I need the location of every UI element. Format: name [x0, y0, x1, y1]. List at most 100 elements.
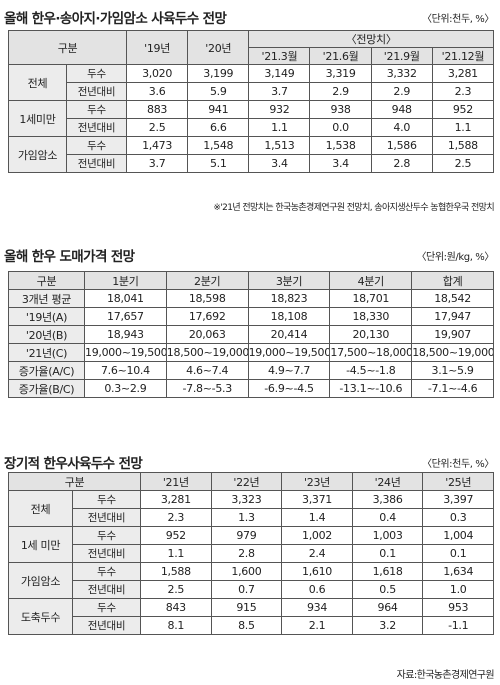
- data-cell: 2.3: [140, 508, 212, 527]
- data-cell: 953: [422, 598, 494, 617]
- table-row: 1세미만 두수 883 941 932 938 948 952: [8, 100, 495, 137]
- row-sublabel: 두수: [71, 562, 142, 581]
- row-sublabel: 전년대비: [71, 544, 142, 563]
- data-cell: 1,634: [422, 562, 494, 581]
- header-quarter: 1분기: [84, 271, 167, 290]
- data-cell: 1,003: [351, 526, 424, 545]
- data-cell: 7.6~10.4: [84, 361, 167, 380]
- table-row: 전년대비 8.1 8.5 2.1 3.2 -1.1: [9, 616, 494, 635]
- row-label: 증가율(B/C): [8, 379, 85, 398]
- data-cell: 18,500~19,000: [411, 343, 494, 362]
- data-cell: 3,323: [210, 490, 283, 509]
- data-cell: 3,281: [431, 64, 495, 83]
- data-cell: 6.6: [187, 118, 250, 137]
- herd-forecast-note: ※'21년 전망치는 한국농촌경제연구원 전망치, 송아지생산두수 농협한우국 …: [213, 203, 494, 213]
- section-wholesale-price: 올해 한우 도매가격 전망 〈단위:원/kg, %〉 구분 1분기 2분기 3분…: [0, 238, 500, 438]
- data-cell: 952: [140, 526, 212, 545]
- data-cell: 5.9: [187, 82, 250, 101]
- row-category: 전체: [8, 490, 73, 527]
- data-cell: 3.4: [309, 154, 372, 173]
- header-year: '24년: [351, 472, 424, 491]
- data-cell: 18,500~19,000: [165, 343, 249, 362]
- data-cell: 3.7: [126, 154, 189, 173]
- table-row: '19년(A) 17,657 17,692 18,108 18,330 17,947: [8, 307, 494, 326]
- table-row: '21년(C) 19,000~19,500 18,500~19,000 19,000~…: [8, 343, 494, 362]
- data-cell: 0.0: [309, 118, 372, 137]
- row-category: 도축두수: [8, 598, 73, 635]
- table-row: '20년(B) 18,943 20,063 20,414 20,130 19,907: [8, 325, 494, 344]
- data-cell: 2.8: [210, 544, 283, 563]
- data-cell: 1,600: [210, 562, 283, 581]
- table-row: 가임암소 두수 1,473 1,548 1,513 1,538 1,586 1,588: [8, 136, 495, 173]
- data-cell: 18,108: [247, 307, 331, 326]
- data-cell: 1,538: [309, 136, 372, 155]
- data-cell: 2.9: [309, 82, 372, 101]
- table-row: 3개년 평균 18,041 18,598 18,823 18,701 18,542: [8, 289, 494, 308]
- data-cell: 20,063: [165, 325, 249, 344]
- data-cell: 3.6: [126, 82, 189, 101]
- data-cell: 979: [210, 526, 283, 545]
- table-row: 전체 두수 3,281 3,323 3,371 3,386 3,397: [8, 490, 494, 527]
- row-sublabel: 두수: [71, 598, 142, 617]
- data-cell: 948: [370, 100, 433, 119]
- table-header-row: 구분 '21년 '22년 '23년 '24년 '25년: [7, 472, 494, 491]
- data-cell: 0.5: [351, 580, 424, 599]
- wholesale-price-table: 구분 1분기 2분기 3분기 4분기 합계 3개년 평균 18,041 18,598…: [8, 271, 494, 398]
- data-cell: 8.1: [140, 616, 212, 635]
- data-cell: 19,907: [411, 325, 494, 344]
- row-sublabel: 전년대비: [65, 154, 128, 173]
- header-group: 구분: [8, 271, 85, 290]
- header-group: 구분: [7, 472, 142, 491]
- header-year: '20년: [187, 30, 250, 65]
- header-year: '22년: [210, 472, 283, 491]
- wholesale-price-unit: 〈단위:원/kg, %〉: [416, 252, 494, 263]
- data-cell: 2.8: [370, 154, 433, 173]
- long-term-herd-table: 구분 '21년 '22년 '23년 '24년 '25년 전체 두수 3,281 3,3…: [7, 472, 494, 635]
- header-group: 구분: [7, 30, 128, 65]
- herd-forecast-table: 구분 '19년 '20년 〈전망치〉 '21.3월 '21.6월 '21.9월 …: [7, 30, 495, 173]
- data-cell: 0.1: [422, 544, 494, 563]
- table-header-row: 구분 1분기 2분기 3분기 4분기 합계: [8, 271, 494, 290]
- data-cell: -1.1: [422, 616, 494, 635]
- row-sublabel: 전년대비: [71, 616, 142, 635]
- table-row: 증가율(A/C) 7.6~10.4 4.6~7.4 4.9~7.7 -4.5~-1.8 3…: [8, 361, 494, 380]
- row-category: 1세 미만: [8, 526, 73, 563]
- data-cell: 934: [281, 598, 353, 617]
- data-cell: 17,947: [411, 307, 494, 326]
- data-cell: 932: [248, 100, 311, 119]
- data-cell: 3.7: [248, 82, 311, 101]
- data-cell: 18,823: [247, 289, 331, 308]
- header-quarter: '21.12월: [431, 47, 495, 65]
- data-cell: 19,000~19,500: [247, 343, 331, 362]
- data-cell: 938: [309, 100, 372, 119]
- data-cell: 2.5: [140, 580, 212, 599]
- table-row: 증가율(B/C) 0.3~2.9 -7.8~-5.3 -6.9~-4.5 -13.1~-…: [8, 379, 494, 398]
- data-cell: 0.7: [210, 580, 283, 599]
- header-year: '19년: [126, 30, 189, 65]
- row-sublabel: 두수: [65, 100, 128, 119]
- data-cell: 18,330: [329, 307, 413, 326]
- table-header-row: 구분 '19년 '20년 〈전망치〉: [7, 30, 494, 65]
- header-quarter: 3분기: [247, 271, 331, 290]
- data-cell: 17,657: [84, 307, 167, 326]
- data-cell: 1,513: [248, 136, 311, 155]
- table-row: 1세 미만 두수 952 979 1,002 1,003 1,004: [8, 526, 494, 563]
- long-term-herd-unit: 〈단위:천두, %〉: [421, 459, 494, 470]
- header-quarter: 4분기: [329, 271, 413, 290]
- header-year: '23년: [281, 472, 353, 491]
- row-category: 전체: [8, 64, 67, 101]
- data-cell: 1.4: [281, 508, 353, 527]
- header-forecast: 〈전망치〉: [248, 30, 494, 48]
- data-cell: 3,386: [351, 490, 424, 509]
- data-cell: 1.0: [422, 580, 494, 599]
- data-cell: 2.9: [370, 82, 433, 101]
- data-cell: -6.9~-4.5: [247, 379, 331, 398]
- header-quarter: '21.6월: [309, 47, 372, 65]
- data-cell: -7.1~-4.6: [411, 379, 494, 398]
- data-cell: -4.5~-1.8: [329, 361, 413, 380]
- data-cell: 18,943: [84, 325, 167, 344]
- data-cell: 18,701: [329, 289, 413, 308]
- row-label: 3개년 평균: [8, 289, 85, 308]
- data-cell: 20,130: [329, 325, 413, 344]
- data-cell: 8.5: [210, 616, 283, 635]
